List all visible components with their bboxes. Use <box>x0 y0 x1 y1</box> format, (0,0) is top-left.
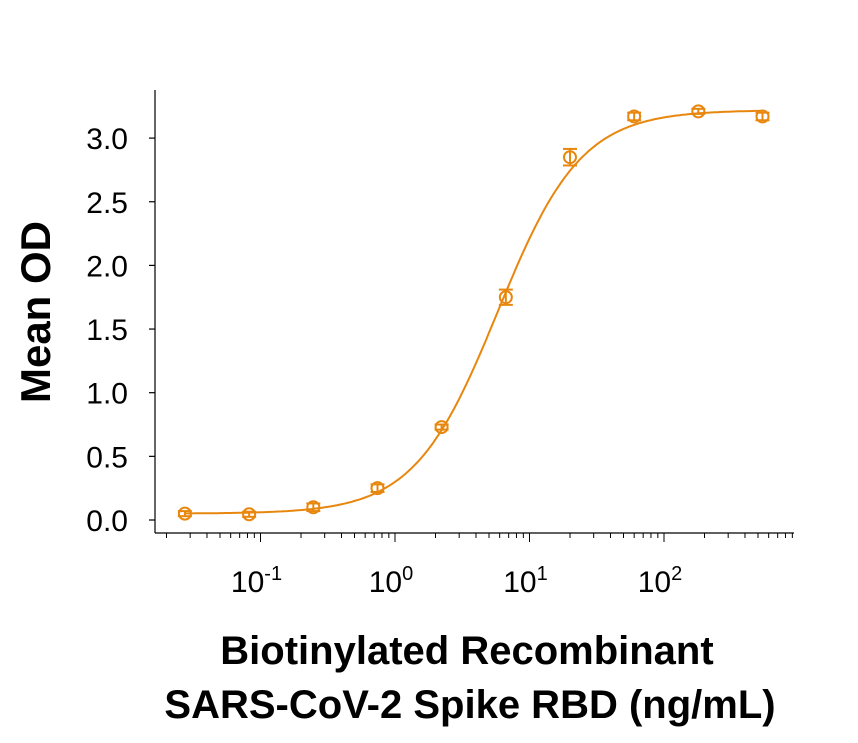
point-marker <box>755 109 770 124</box>
point-marker <box>306 500 321 515</box>
data-point <box>691 104 706 119</box>
x-axis-label-line2: SARS-CoV-2 Spike RBD (ng/mL) <box>164 683 775 727</box>
data-point <box>755 109 770 124</box>
x-tick-exponent: 2 <box>671 563 682 585</box>
point-marker <box>627 109 642 124</box>
x-tick-exponent: -1 <box>264 563 282 585</box>
data-marks <box>177 104 770 522</box>
x-tick-label: 10-1 <box>231 563 282 599</box>
point-marker <box>562 150 577 165</box>
data-point <box>434 420 449 435</box>
y-tick-label: 1.5 <box>86 314 128 347</box>
y-tick-label: 3.0 <box>86 123 128 156</box>
x-tick-base: 10 <box>369 566 402 599</box>
x-tick-exponent: 0 <box>402 563 413 585</box>
data-point <box>627 109 642 124</box>
x-tick-label: 102 <box>638 563 683 599</box>
data-point <box>306 500 321 515</box>
y-tick-label: 1.0 <box>86 378 128 411</box>
y-tick-label: 0.0 <box>86 505 128 538</box>
y-tick-label: 2.0 <box>86 250 128 283</box>
data-point <box>177 506 192 521</box>
point-marker <box>498 290 513 305</box>
y-tick-label: 2.5 <box>86 187 128 220</box>
data-point <box>562 147 577 167</box>
fit-curve <box>184 109 761 515</box>
x-tick-base: 10 <box>638 566 671 599</box>
y-axis-label: Mean OD <box>12 221 59 403</box>
data-point <box>498 288 513 306</box>
point-marker <box>434 420 449 435</box>
x-tick-base: 10 <box>231 566 264 599</box>
point-marker <box>370 481 385 496</box>
data-point <box>370 481 385 496</box>
x-axis-label-line1: Biotinylated Recombinant <box>220 629 713 673</box>
x-tick-label: 100 <box>369 563 414 599</box>
point-marker <box>691 104 706 119</box>
x-tick-base: 10 <box>503 566 536 599</box>
data-point <box>242 507 257 522</box>
y-tick-label: 0.5 <box>86 441 128 474</box>
axes: 0.00.51.01.52.02.53.010-1 100 101 102 <box>86 90 794 599</box>
x-tick-exponent: 1 <box>537 563 548 585</box>
point-marker <box>177 506 192 521</box>
x-tick-label: 101 <box>503 563 548 599</box>
point-marker <box>242 507 257 522</box>
